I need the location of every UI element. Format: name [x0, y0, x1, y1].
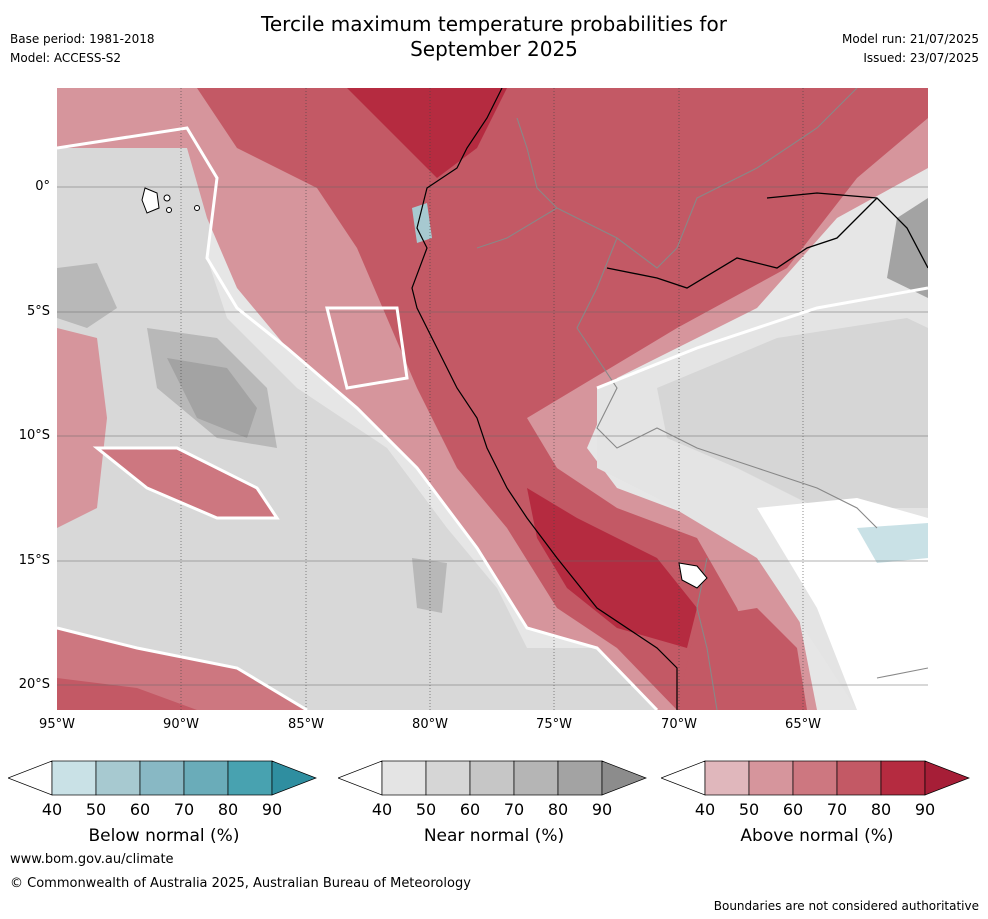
colorbar-segment — [227, 760, 273, 796]
colorbar-segment — [469, 760, 515, 796]
issued-date: Issued: 23/07/2025 — [863, 51, 979, 65]
colorbar-tick-label: 80 — [548, 800, 568, 819]
colorbar-extend-high — [271, 760, 317, 796]
colorbar-segment — [381, 760, 427, 796]
colorbar-above-normal: 40 50 60 70 80 90 — [661, 760, 970, 819]
model-name: Model: ACCESS-S2 — [10, 51, 122, 65]
lon-label-75w: 75°W — [536, 717, 572, 732]
copyright-text: © Commonwealth of Australia 2025, Austra… — [10, 876, 471, 891]
colorbar-segment — [183, 760, 229, 796]
lat-label-15s: 15°S — [18, 553, 50, 568]
colorbar-segment — [139, 760, 185, 796]
galapagos-islands — [141, 187, 200, 214]
colorbar-tick-label: 90 — [592, 800, 612, 819]
lat-label-10s: 10°S — [18, 428, 50, 443]
colorbar-tick-label: 90 — [262, 800, 282, 819]
lat-label-5s: 5°S — [26, 304, 50, 319]
colorbar-tick-label: 90 — [915, 800, 935, 819]
above-normal-core — [347, 88, 507, 178]
colorbar-segment — [513, 760, 559, 796]
above-normal-west-patch2 — [97, 448, 277, 518]
colorbar-segment — [880, 760, 926, 796]
lake-titicaca — [678, 562, 708, 589]
title-line-2: September 2025 — [410, 37, 578, 61]
above-normal-altiplano — [677, 608, 807, 710]
lon-label-95w: 95°W — [39, 717, 75, 732]
above-normal-southwest-dark — [57, 678, 197, 710]
above-normal-region-north-mid — [197, 88, 928, 710]
colorbar-extend-high — [601, 760, 647, 796]
colorbar-tick-label: 50 — [739, 800, 759, 819]
contour-white-lines — [57, 126, 928, 710]
river-amazon — [606, 192, 928, 289]
colorbar-tick-label: 60 — [460, 800, 480, 819]
colorbar-extend-low — [661, 760, 706, 796]
chart-title: Tercile maximum temperature probabilitie… — [0, 12, 988, 62]
disclaimer-text: Boundaries are not considered authoritat… — [713, 899, 979, 913]
colorbar-tick-label: 60 — [130, 800, 150, 819]
coastline — [411, 88, 678, 710]
near-normal-region-west — [57, 123, 657, 710]
lon-label-65w: 65°W — [785, 717, 821, 732]
near-normal-dark-south — [412, 558, 447, 613]
colorbar-segment — [748, 760, 794, 796]
lat-label-0: 0° — [35, 179, 50, 194]
colorbar-below-normal: 40 50 60 70 80 90 — [8, 760, 317, 819]
model-run: Model run: 21/07/2025 — [841, 32, 979, 46]
above-normal-coast-band — [527, 488, 697, 648]
colorbar-tick-label: 50 — [86, 800, 106, 819]
meta-left: Base period: 1981-2018 Model: ACCESS-S2 — [10, 30, 155, 68]
colorbar-tick-label: 40 — [695, 800, 715, 819]
lat-grid-lines — [57, 186, 928, 686]
lon-label-80w: 80°W — [412, 717, 448, 732]
colorbar-segment — [836, 760, 882, 796]
colorbar-label-near: Near normal (%) — [423, 826, 565, 846]
lat-label-20s: 20°S — [18, 677, 50, 692]
colorbar-near-normal: 40 50 60 70 80 90 — [338, 760, 647, 819]
near-normal-east-mid — [657, 318, 928, 508]
country-borders — [476, 88, 928, 710]
colorbar-tick-label: 40 — [372, 800, 392, 819]
website-link[interactable]: www.bom.gov.au/climate — [10, 852, 174, 867]
colorbar-segment — [792, 760, 838, 796]
colorbar-segment — [704, 760, 750, 796]
below-normal-coast — [412, 203, 432, 243]
below-normal-east — [857, 523, 928, 563]
above-normal-west-patch — [57, 328, 107, 528]
lon-label-70w: 70°W — [661, 717, 697, 732]
colorbar-tick-label: 40 — [42, 800, 62, 819]
colorbar-extend-low — [338, 760, 383, 796]
colorbar-tick-label: 70 — [504, 800, 524, 819]
colorbar-segment — [95, 760, 141, 796]
colorbar-tick-label: 70 — [827, 800, 847, 819]
lon-label-90w: 90°W — [163, 717, 199, 732]
near-normal-region-west-dark2 — [167, 358, 257, 438]
colorbar-tick-label: 80 — [218, 800, 238, 819]
colorbar-tick-label: 80 — [871, 800, 891, 819]
meta-right: Model run: 21/07/2025 Issued: 23/07/2025 — [842, 30, 979, 68]
colorbar-extend-low — [8, 760, 53, 796]
colorbar-tick-label: 70 — [174, 800, 194, 819]
base-period: Base period: 1981-2018 — [10, 32, 155, 46]
near-normal-east-dark — [887, 198, 928, 298]
colorbar-segment — [557, 760, 603, 796]
colorbar-segment — [425, 760, 471, 796]
colorbar-segment — [51, 760, 97, 796]
colorbar-label-above: Above normal (%) — [740, 826, 894, 846]
colorbar-label-below: Below normal (%) — [88, 826, 240, 846]
colorbar-tick-label: 60 — [783, 800, 803, 819]
title-line-1: Tercile maximum temperature probabilitie… — [261, 12, 727, 36]
probability-map — [57, 88, 928, 710]
colorbar-extend-high — [924, 760, 970, 796]
lon-label-85w: 85°W — [288, 717, 324, 732]
colorbar-tick-label: 50 — [416, 800, 436, 819]
